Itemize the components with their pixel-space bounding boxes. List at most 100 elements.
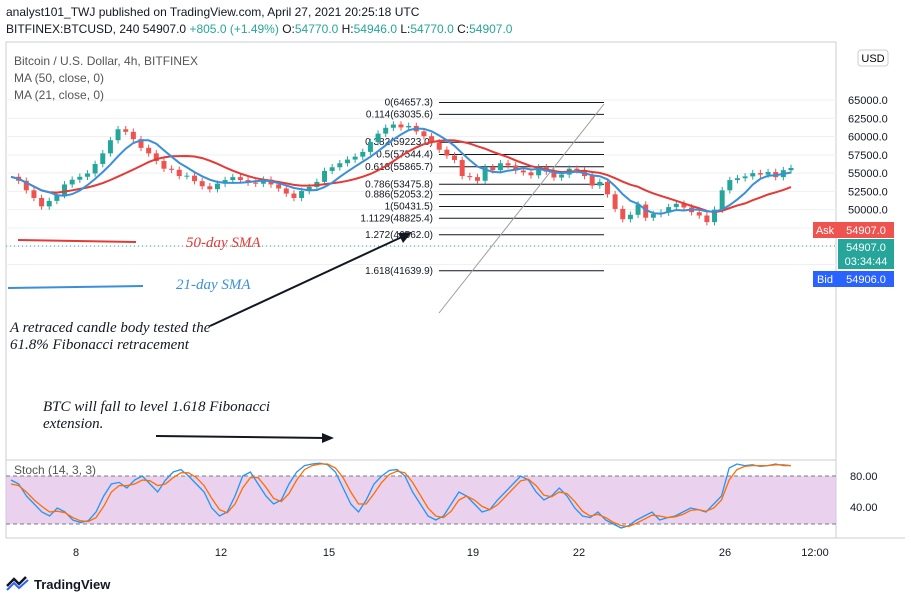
time-tick-6: 12:00	[801, 547, 829, 559]
stoch-d-line	[10, 463, 792, 528]
bid-value-tag	[838, 271, 894, 287]
candle-body	[520, 170, 526, 173]
candle-body	[237, 177, 243, 181]
publish-info: analyst101_TWJ published on TradingView.…	[6, 5, 420, 19]
candle-body	[176, 169, 182, 177]
price-tick-1: 62500.0	[848, 113, 888, 125]
candle-body	[559, 174, 565, 178]
candle-body	[513, 165, 519, 171]
ohlc-low-label: L:	[400, 22, 411, 36]
candle-body	[635, 204, 641, 215]
time-tick-0: 8	[73, 547, 79, 559]
candle-body	[452, 155, 458, 160]
stoch-legend: Stoch (14, 3, 3)	[14, 463, 96, 477]
price-tick-2: 60000.0	[848, 132, 888, 144]
candle-body	[161, 161, 167, 169]
fall-arrow-head	[322, 433, 334, 443]
bid-value: 54906.0	[846, 274, 886, 286]
candle-body	[207, 186, 213, 190]
candle-body	[367, 142, 373, 152]
bid-tag	[813, 271, 838, 287]
candle-body	[100, 153, 106, 164]
stoch-tick-40: 40.00	[850, 502, 878, 514]
fib-label-8: 1.1129(48825.4)	[360, 213, 433, 224]
sma50-marker-line	[17, 239, 137, 243]
ask-value-tag	[838, 222, 894, 238]
fall-annotation-line1: BTC will fall to level 1.618 Fibonacci	[43, 399, 270, 415]
candle-body	[169, 168, 175, 170]
candle-body	[130, 131, 136, 140]
candle-body	[467, 176, 473, 178]
candle-body	[704, 215, 710, 223]
candle-body	[750, 173, 756, 177]
tradingview-logo[interactable]: TradingView	[6, 576, 110, 592]
candle-body	[734, 178, 740, 181]
fall-annotation-line2: extension.	[43, 416, 103, 432]
time-axis[interactable]: 8 12 15 19 22 26 12:00	[73, 547, 829, 559]
candle-body	[666, 207, 672, 213]
candle-body	[107, 140, 113, 154]
fib-label-1: 0.114(63035.6)	[366, 109, 433, 120]
bid-label: Bid	[817, 274, 833, 286]
candle-body	[146, 147, 152, 154]
sma21-marker-line	[7, 285, 144, 289]
candle-body	[696, 212, 702, 216]
candle-body	[276, 184, 282, 189]
candle-body	[54, 195, 60, 201]
candle-body	[681, 203, 687, 208]
retrace-annotation-line1: A retraced candle body tested the	[9, 320, 211, 336]
price-tick-6: 50000.0	[848, 205, 888, 217]
currency-badge[interactable]	[857, 49, 889, 67]
candle-body	[138, 139, 144, 148]
candle-body	[727, 180, 733, 191]
candle-body	[299, 191, 305, 198]
candle-body	[406, 125, 412, 128]
candle-body	[306, 187, 312, 192]
ask-label: Ask	[816, 225, 835, 237]
candle-body	[604, 181, 610, 195]
stoch-band	[6, 476, 836, 524]
candle-body	[627, 214, 633, 220]
candle-body	[283, 188, 289, 194]
ma50-line	[10, 139, 792, 214]
candle-body	[329, 167, 335, 171]
fib-label-5: 0.786(53475.8)	[365, 179, 433, 190]
time-tick-1: 12	[215, 547, 227, 559]
ohlc-open-label: O:	[282, 22, 295, 36]
retrace-arrow-head	[398, 232, 412, 243]
candle-body	[551, 171, 557, 178]
candle-body	[260, 179, 266, 184]
sma50-annotation: 50-day SMA	[186, 235, 261, 251]
time-tick-3: 19	[467, 547, 479, 559]
fib-trend-line	[438, 103, 605, 314]
chart-title: Bitcoin / U.S. Dollar, 4h, BITFINEX	[14, 54, 198, 68]
ma21-line	[10, 127, 792, 215]
retrace-arrow	[209, 235, 405, 327]
grid-lines	[6, 99, 836, 265]
time-tick-4: 22	[573, 547, 585, 559]
candle-body	[436, 142, 442, 150]
candle-body	[673, 203, 679, 208]
candle-body	[765, 172, 771, 175]
candle-body	[712, 209, 718, 223]
ohlc-high: 54946.0	[353, 22, 397, 36]
candle-body	[390, 124, 396, 128]
candle-body	[344, 159, 350, 164]
last-price-value: 54907.0	[846, 242, 886, 254]
price-tick-5: 52500.0	[848, 186, 888, 198]
candle-body	[459, 159, 465, 177]
candle-body	[69, 179, 75, 185]
candle-body	[360, 151, 366, 157]
ticker-line: BITFINEX:BTCUSD, 240 54907.0 +805.0 (+1.…	[6, 22, 512, 36]
candle-body	[123, 129, 129, 132]
tradingview-logo-icon	[6, 576, 29, 591]
sma21-annotation: 21-day SMA	[176, 277, 251, 293]
ohlc-open: 54770.0	[294, 22, 339, 36]
ma50-legend: MA (50, close, 0)	[14, 71, 104, 85]
candle-body	[398, 124, 404, 128]
candle-body	[742, 176, 748, 179]
time-tick-2: 15	[323, 547, 335, 559]
candle-body	[92, 163, 98, 174]
candle-body	[421, 131, 427, 137]
